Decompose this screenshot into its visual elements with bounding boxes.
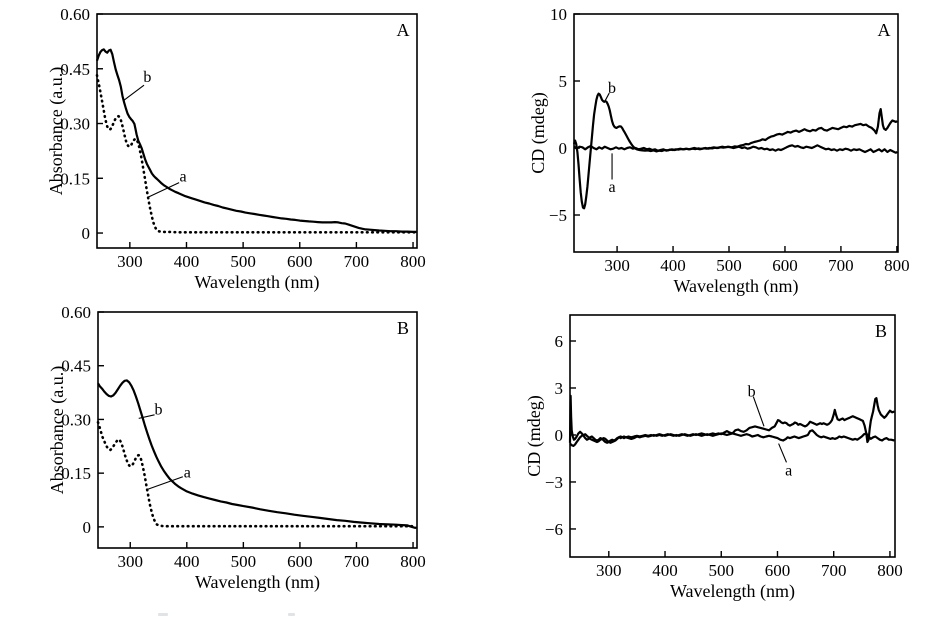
panel-absorbance-A: 300 400 500 600 700 800 0 0.15 0.30 0.45 0.60 Wavel… xyxy=(46,5,426,293)
cropped-caption-fragment xyxy=(288,613,295,616)
y-tick-label: 0 xyxy=(559,139,568,158)
y-tick-label: 0.60 xyxy=(61,303,91,322)
y-tick-label: −5 xyxy=(549,206,567,225)
annotation-label-b: b xyxy=(748,383,756,400)
plot-frame xyxy=(96,13,418,249)
annotation-leader-b xyxy=(752,396,765,427)
annotation-leader-b xyxy=(603,92,610,103)
panel-letter: B xyxy=(397,318,409,338)
series-a-curve xyxy=(96,421,418,528)
y-tick-label: 0.60 xyxy=(60,5,90,24)
x-tick-label: 400 xyxy=(652,561,678,580)
series-a-curve xyxy=(569,429,895,447)
x-tick-label: 800 xyxy=(400,252,426,271)
y-tick-label: 3 xyxy=(555,379,564,398)
annotation-label-b: b xyxy=(608,80,616,97)
panel-cd-B: 300 400 500 600 700 800 −6 −3 0 3 6 Wavelength (nm)… xyxy=(524,314,903,602)
x-tick-label: 400 xyxy=(660,256,686,275)
x-tick-label: 500 xyxy=(709,561,735,580)
annotation-label-b: b xyxy=(143,69,151,86)
x-tick-label: 800 xyxy=(884,256,910,275)
y-tick-label: 0.30 xyxy=(61,410,91,429)
x-tick-label: 400 xyxy=(174,552,200,571)
x-tick-label: 300 xyxy=(117,552,143,571)
annotation-leader-a xyxy=(778,443,787,463)
x-tick-label: 500 xyxy=(716,256,742,275)
plot-frame xyxy=(569,314,896,558)
y-tick-label: 0 xyxy=(82,224,91,243)
series-a-curve xyxy=(95,74,418,234)
x-tick-label: 800 xyxy=(877,561,903,580)
y-tick-label: 0 xyxy=(555,426,564,445)
y-tick-label: −6 xyxy=(545,520,563,539)
x-tick-label: 300 xyxy=(604,256,630,275)
plot-frame xyxy=(573,13,899,253)
x-tick-label: 700 xyxy=(821,561,847,580)
annotation-label-a: a xyxy=(180,169,187,186)
panel-letter: A xyxy=(878,20,891,40)
x-axis-title: Wavelength (nm) xyxy=(194,272,319,293)
x-tick-label: 300 xyxy=(596,561,622,580)
y-tick-label: 6 xyxy=(555,332,564,351)
x-tick-label: 300 xyxy=(117,252,143,271)
cropped-caption-fragment xyxy=(158,613,168,616)
panel-letter: A xyxy=(397,20,410,40)
annotation-label-a: a xyxy=(608,179,615,196)
x-tick-label: 800 xyxy=(400,552,426,571)
y-tick-label: 10 xyxy=(550,5,567,24)
x-axis-title: Wavelength (nm) xyxy=(670,581,795,602)
x-tick-label: 600 xyxy=(287,552,313,571)
panel-absorbance-B: 300 400 500 600 700 800 0 0.15 0.30 0.45 0.60 Wavel… xyxy=(47,303,426,593)
annotation-label-a: a xyxy=(785,462,792,479)
x-tick-label: 700 xyxy=(344,252,370,271)
y-tick-label: 0.15 xyxy=(60,169,90,188)
x-tick-label: 700 xyxy=(344,552,370,571)
y-axis-title: CD (mdeg) xyxy=(528,92,549,173)
y-tick-label: 0 xyxy=(83,518,92,537)
panel-cd-A: 300 400 500 600 700 800 −5 0 5 10 Wavelength (nm) C… xyxy=(528,5,910,297)
x-tick-label: 700 xyxy=(828,256,854,275)
annotation-leader-a xyxy=(147,182,180,198)
annotation-leader-b xyxy=(138,414,155,419)
series-b-curve xyxy=(568,394,895,444)
annotation-label-b: b xyxy=(155,402,163,419)
x-tick-label: 500 xyxy=(231,552,257,571)
x-axis-title: Wavelength (nm) xyxy=(195,572,320,593)
y-tick-label: 0.30 xyxy=(60,115,90,134)
x-axis-title: Wavelength (nm) xyxy=(673,276,798,297)
x-tick-label: 600 xyxy=(287,252,313,271)
plot-frame xyxy=(97,311,418,549)
annotation-leader-b xyxy=(122,84,145,102)
series-a-curve xyxy=(573,144,898,154)
annotation-label-a: a xyxy=(184,465,191,482)
series-b-curve xyxy=(95,48,417,233)
x-tick-label: 500 xyxy=(230,252,256,271)
y-axis-title: CD (mdeg) xyxy=(524,395,545,476)
y-tick-label: 0.45 xyxy=(61,357,91,376)
y-axis-title: Absorbance (a.u.) xyxy=(46,67,67,195)
y-tick-label: −3 xyxy=(545,473,563,492)
x-tick-label: 600 xyxy=(765,561,791,580)
y-axis-title: Absorbance (a.u.) xyxy=(47,366,68,494)
x-tick-label: 400 xyxy=(174,252,200,271)
series-b-curve xyxy=(97,379,417,529)
y-tick-label: 5 xyxy=(559,72,568,91)
series-b-curve xyxy=(572,92,898,210)
panel-letter: B xyxy=(875,321,887,341)
x-tick-label: 600 xyxy=(772,256,798,275)
annotation-leader-a xyxy=(147,476,184,490)
y-tick-label: 0.15 xyxy=(61,464,91,483)
y-tick-label: 0.45 xyxy=(60,60,90,79)
